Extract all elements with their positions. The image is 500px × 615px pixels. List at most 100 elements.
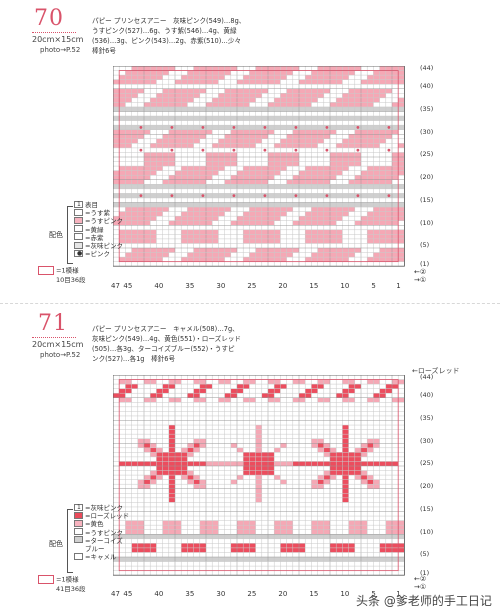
chart-cell (212, 248, 219, 253)
chart-cell (361, 79, 368, 85)
chart-cell (175, 79, 182, 85)
chart-cell (373, 220, 380, 226)
chart-cell (144, 484, 151, 489)
chart-cell (156, 534, 163, 539)
chart-cell (274, 529, 281, 535)
chart-cell (385, 66, 392, 71)
chart-cell (243, 520, 250, 526)
chart-cell (255, 470, 262, 476)
chart-cell (113, 184, 120, 189)
chart-cell (237, 525, 244, 530)
chart-cell (187, 193, 194, 198)
chart-cell (379, 88, 386, 94)
chart-cell (305, 238, 312, 244)
chart-cell (131, 534, 138, 539)
chart-cell (150, 534, 157, 539)
chart-cell (175, 102, 182, 107)
chart-cell (342, 456, 349, 462)
chart-cell (156, 475, 163, 480)
chart-cell (286, 179, 293, 185)
chart-cell (175, 470, 182, 476)
chart-cell (249, 184, 256, 189)
chart-cell (224, 184, 231, 189)
chart-cell (367, 179, 374, 185)
chart-cell (249, 534, 256, 539)
chart-cell (261, 216, 268, 221)
chart-cell (392, 257, 399, 262)
chart-cell (150, 248, 157, 253)
chart-cell (249, 125, 256, 130)
chart-cell (206, 116, 213, 121)
chart-cell (317, 93, 324, 98)
chart-cell (193, 257, 200, 262)
chart-cell (137, 106, 144, 112)
chart-cell (212, 520, 219, 526)
chart-cell (119, 134, 126, 139)
chart-cell (392, 207, 399, 212)
dot-mark (356, 148, 360, 152)
chart-cell (274, 252, 281, 258)
legend-71-title: 配色 (49, 540, 63, 548)
chart-cell (218, 152, 225, 157)
dot-mark (387, 194, 391, 198)
chart-cell (212, 75, 219, 80)
chart-cell (193, 216, 200, 221)
chart-cell (224, 193, 231, 198)
chart-cell (373, 138, 380, 144)
pattern-71-gauge: =1模様 41目36段 (38, 575, 86, 594)
chart-cell (168, 443, 175, 448)
chart-cell (373, 202, 380, 208)
chart-cell (131, 234, 138, 239)
chart-cell (255, 179, 262, 185)
chart-cell (249, 220, 256, 226)
chart-cell (330, 547, 337, 553)
chart-cell (175, 143, 182, 148)
chart-cell (150, 202, 157, 208)
chart-cell (330, 184, 337, 189)
chart-cell (392, 525, 399, 530)
chart-cell (237, 447, 244, 453)
chart-cell (175, 138, 182, 144)
chart-cell (268, 157, 275, 162)
chart-cell (299, 193, 306, 198)
chart-cell (150, 166, 157, 171)
chart-cell (137, 202, 144, 208)
chart-cell (336, 234, 343, 239)
chart-cell (255, 129, 262, 135)
chart-cell (354, 152, 361, 157)
chart-cell (354, 447, 361, 453)
chart-cell (280, 202, 287, 208)
chart-cell (206, 211, 213, 217)
chart-cell (119, 184, 126, 189)
chart-cell (268, 257, 275, 262)
chart-cell (354, 129, 361, 135)
chart-cell (137, 534, 144, 539)
column-label: 15 (309, 282, 319, 290)
pattern-70-materials: パピー プリンセスアニー 灰味ピンク(549)…8g、 うすピンク(527)…6… (92, 17, 246, 55)
chart-cell (330, 211, 337, 217)
chart-cell (286, 134, 293, 139)
chart-cell (286, 543, 293, 548)
chart-cell (175, 93, 182, 98)
chart-cell (175, 529, 182, 535)
column-label: 47 (111, 590, 120, 598)
chart-cell (243, 202, 250, 208)
row-label: (1) (420, 259, 430, 268)
chart-cell (261, 202, 268, 208)
chart-cell (354, 452, 361, 457)
chart-cell (299, 143, 306, 148)
pattern-70-size: 20cm×15cm (32, 35, 84, 44)
chart-cell (311, 529, 318, 535)
chart-cell (354, 157, 361, 162)
chart-cell (348, 106, 355, 112)
chart-cell (274, 170, 281, 176)
chart-cell (367, 175, 374, 180)
chart-cell (131, 75, 138, 80)
chart-cell (175, 520, 182, 526)
chart-cell (336, 229, 343, 235)
chart-cell (168, 461, 175, 466)
chart-cell (286, 193, 293, 198)
chart-cell (187, 461, 194, 466)
chart-cell (255, 70, 262, 76)
chart-cell (342, 434, 349, 439)
